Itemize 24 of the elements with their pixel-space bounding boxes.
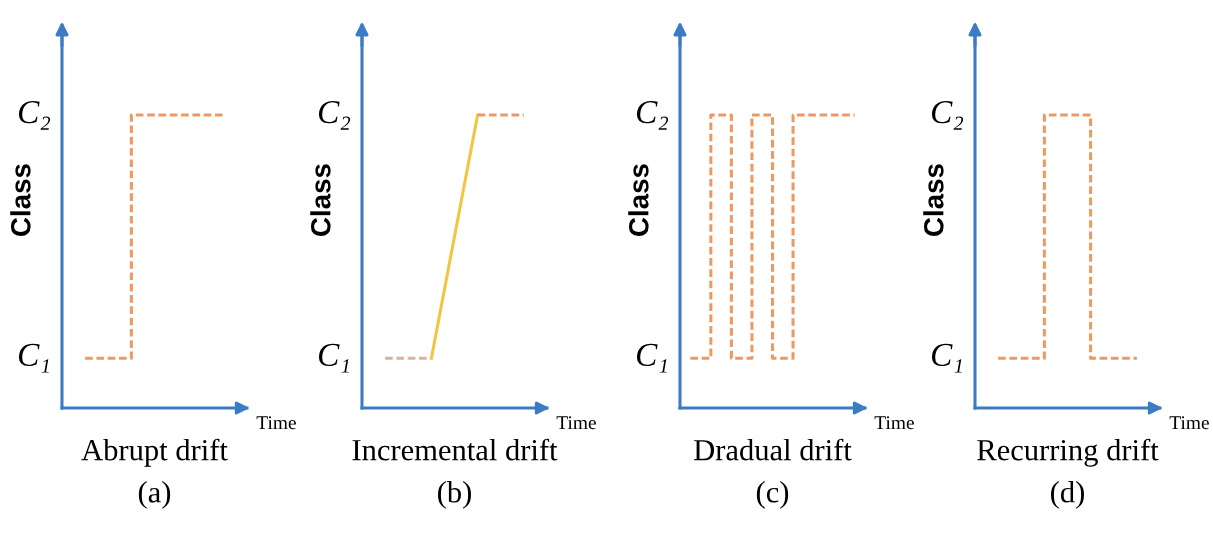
y-axis-title: Class [923,164,944,237]
y-axis-title: Class [628,164,649,237]
text: C₂ [931,100,964,130]
text: (c) [756,481,789,509]
x-axis-title: Time [556,416,596,430]
text: C₂ [318,100,351,130]
text: C₁ [318,343,349,373]
text: (b) [438,481,471,509]
x-axis-title: Time [1169,416,1209,430]
text: (a) [138,481,171,509]
y-axis-title: Class [310,164,331,237]
text: Abrupt drift [81,438,228,467]
x-axis-title: Time [256,416,296,430]
x-axis-title: Time [874,416,914,430]
text: Incremental drift [352,438,558,461]
text: C₁ [18,343,49,373]
text: C₁ [636,343,667,373]
text: (d) [1051,481,1084,509]
text: C₂ [636,100,669,130]
text: Dradual drift [694,438,852,461]
y-axis-title: Class [10,164,31,237]
text: C₂ [18,100,51,130]
text: Recurring drift [977,438,1159,467]
text: C₁ [931,343,962,373]
